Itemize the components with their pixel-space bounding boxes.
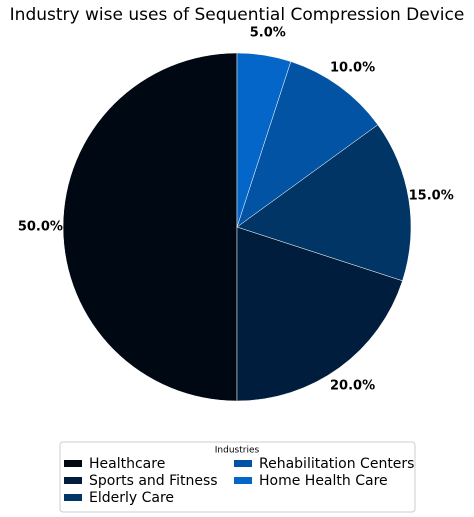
legend-title: Industries	[215, 446, 260, 456]
legend-label: Healthcare	[89, 456, 165, 472]
legend-swatch	[234, 460, 252, 467]
pie-slice	[236, 52, 292, 228]
legend-swatch	[64, 494, 82, 501]
pie-slice	[62, 52, 238, 402]
slice-label: 5.0%	[250, 25, 286, 40]
legend-label: Rehabilitation Centers	[259, 456, 414, 472]
pie-slice	[236, 226, 403, 402]
legend-label: Elderly Care	[89, 490, 174, 506]
legend-label: Sports and Fitness	[89, 473, 218, 489]
legend-swatch	[234, 477, 252, 484]
chart-title: Industry wise uses of Sequential Compres…	[10, 5, 465, 25]
legend-label: Home Health Care	[259, 473, 388, 489]
legend-swatch	[64, 477, 82, 484]
slice-label: 20.0%	[330, 379, 375, 394]
pie-slice	[236, 61, 379, 228]
slice-label: 15.0%	[409, 189, 454, 204]
slice-label: 50.0%	[18, 220, 63, 235]
pie-slice	[236, 124, 412, 282]
slice-label: 10.0%	[330, 60, 375, 75]
legend-swatch	[64, 460, 82, 467]
